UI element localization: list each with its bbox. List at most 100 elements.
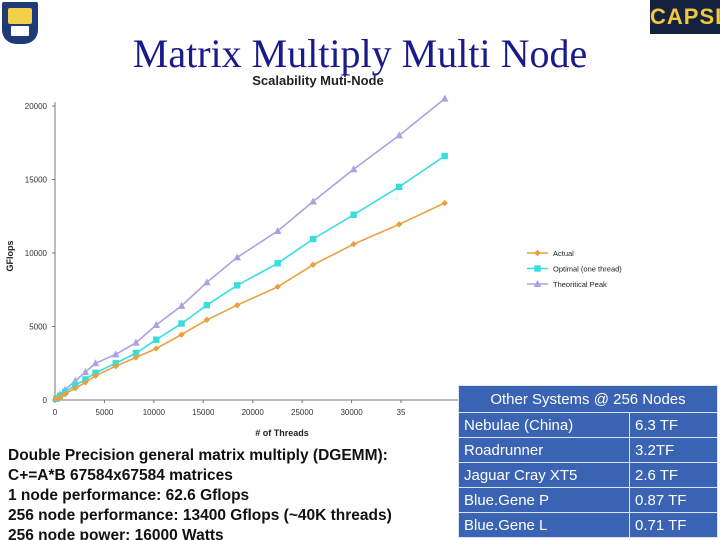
book-icon [11,26,29,36]
data-point [273,226,282,234]
data-point [203,316,211,324]
description-line: C+=A*B 67584x67584 matrices [8,467,233,484]
system-name: Roadrunner [458,437,630,463]
legend-label: Actual [553,249,574,258]
data-point [178,331,185,338]
description-line: 256 node power: 16000 Watts [8,527,224,540]
data-point [112,362,119,370]
description-line: Double Precision general matrix multiply… [8,447,388,464]
data-point [56,394,64,401]
x-tick-label: 25000 [291,408,314,417]
system-name: Nebulae (China) [458,412,630,438]
data-point [91,359,100,367]
sun-crest-icon [8,8,32,24]
data-point [177,301,186,309]
chart-legend: Actual Optimal (one thread) Theoritical Pe… [527,249,622,289]
series-theoritical-peak [52,94,449,402]
data-point [309,261,317,268]
legend-entry: Actual [527,249,574,258]
system-value: 3.2TF [629,437,718,463]
system-name: Jaguar Cray XT5 [458,462,630,488]
series-actual [53,199,448,403]
series-line [55,202,446,400]
system-name: Blue.Gene P [458,487,630,513]
description-line: 256 node performance: 13400 Gflops (~40K… [8,507,392,524]
system-value: 2.6 TF [629,462,718,488]
university-logo [2,2,38,44]
data-point [233,253,242,261]
chart-title: Scalability Muti-Node [252,73,383,88]
data-point [61,390,69,398]
table-row: Blue.Gene L 0.71 TF [458,512,718,538]
data-point [395,131,403,139]
data-point [533,280,542,287]
table-title: Other Systems @ 256 Nodes [458,385,718,413]
y-tick-label: 10000 [25,249,48,258]
data-point [111,350,120,358]
data-point [153,336,160,343]
legend-label: Theoritical Peak [553,280,607,289]
data-point [395,183,403,191]
data-point [534,265,541,272]
data-point [203,301,211,309]
chart-axes [54,102,520,401]
legend-entry: Theoritical Peak [527,280,607,289]
data-point [152,321,161,329]
table-row: Blue.Gene P 0.87 TF [458,487,718,513]
data-point [178,320,185,327]
data-point [350,211,357,218]
table-header-row: Other Systems @ 256 Nodes [458,385,718,413]
table-row: Jaguar Cray XT5 2.6 TF [458,462,718,488]
table-row: Nebulae (China) 6.3 TF [458,412,718,438]
data-point [132,354,140,361]
scalability-chart: Scalability Muti-Node 0 5000 10000 15000 200… [5,73,622,438]
data-point [350,240,357,248]
table-row: Roadrunner 3.2TF [458,437,718,463]
description-line: 1 node performance: 62.6 Gflops [8,487,250,504]
series-optimal-one-thread [53,152,448,403]
slide-title: Matrix Multiply Multi Node [132,31,588,76]
data-point [234,282,241,289]
x-axis-label: # of Threads [255,428,309,438]
x-tick-label: 30000 [340,408,363,417]
data-point [441,152,448,160]
data-point [349,165,358,173]
data-point [395,221,403,228]
chart-plot-area [52,94,449,403]
data-point [234,301,241,309]
data-point [274,260,281,267]
y-axis-label: GFlops [5,241,15,272]
y-tick-label: 0 [43,396,48,405]
system-value: 6.3 TF [629,412,718,438]
data-point [132,338,140,346]
data-point [81,368,90,376]
x-tick-label: 35 [397,408,406,417]
system-value: 0.87 TF [629,487,718,513]
chart-ticks: 0 5000 10000 15000 20000 0 5000 10000 15000 20000… [25,102,406,417]
description-text: Double Precision general matrix multiply… [8,446,453,540]
other-systems-table: Other Systems @ 256 Nodes Nebulae (China… [458,385,718,538]
capsl-logo: CAPSL [650,0,720,34]
data-point [440,94,449,102]
data-point [203,278,211,286]
data-point [72,385,79,392]
legend-entry: Optimal (one thread) [527,265,622,274]
x-tick-label: 10000 [143,408,166,417]
data-point [309,197,317,205]
x-tick-label: 0 [53,408,58,417]
system-name: Blue.Gene L [458,512,630,538]
data-point [274,283,281,291]
x-tick-label: 5000 [96,408,114,417]
x-tick-label: 20000 [242,408,265,417]
y-tick-label: 20000 [25,102,48,111]
data-point [153,345,160,352]
data-point [441,199,448,207]
data-point [132,349,140,357]
y-tick-label: 5000 [29,323,47,332]
data-point [82,379,89,386]
data-point [534,249,541,257]
data-point [309,235,317,243]
system-value: 0.71 TF [629,512,718,538]
legend-label: Optimal (one thread) [553,265,622,274]
x-tick-label: 15000 [192,408,215,417]
